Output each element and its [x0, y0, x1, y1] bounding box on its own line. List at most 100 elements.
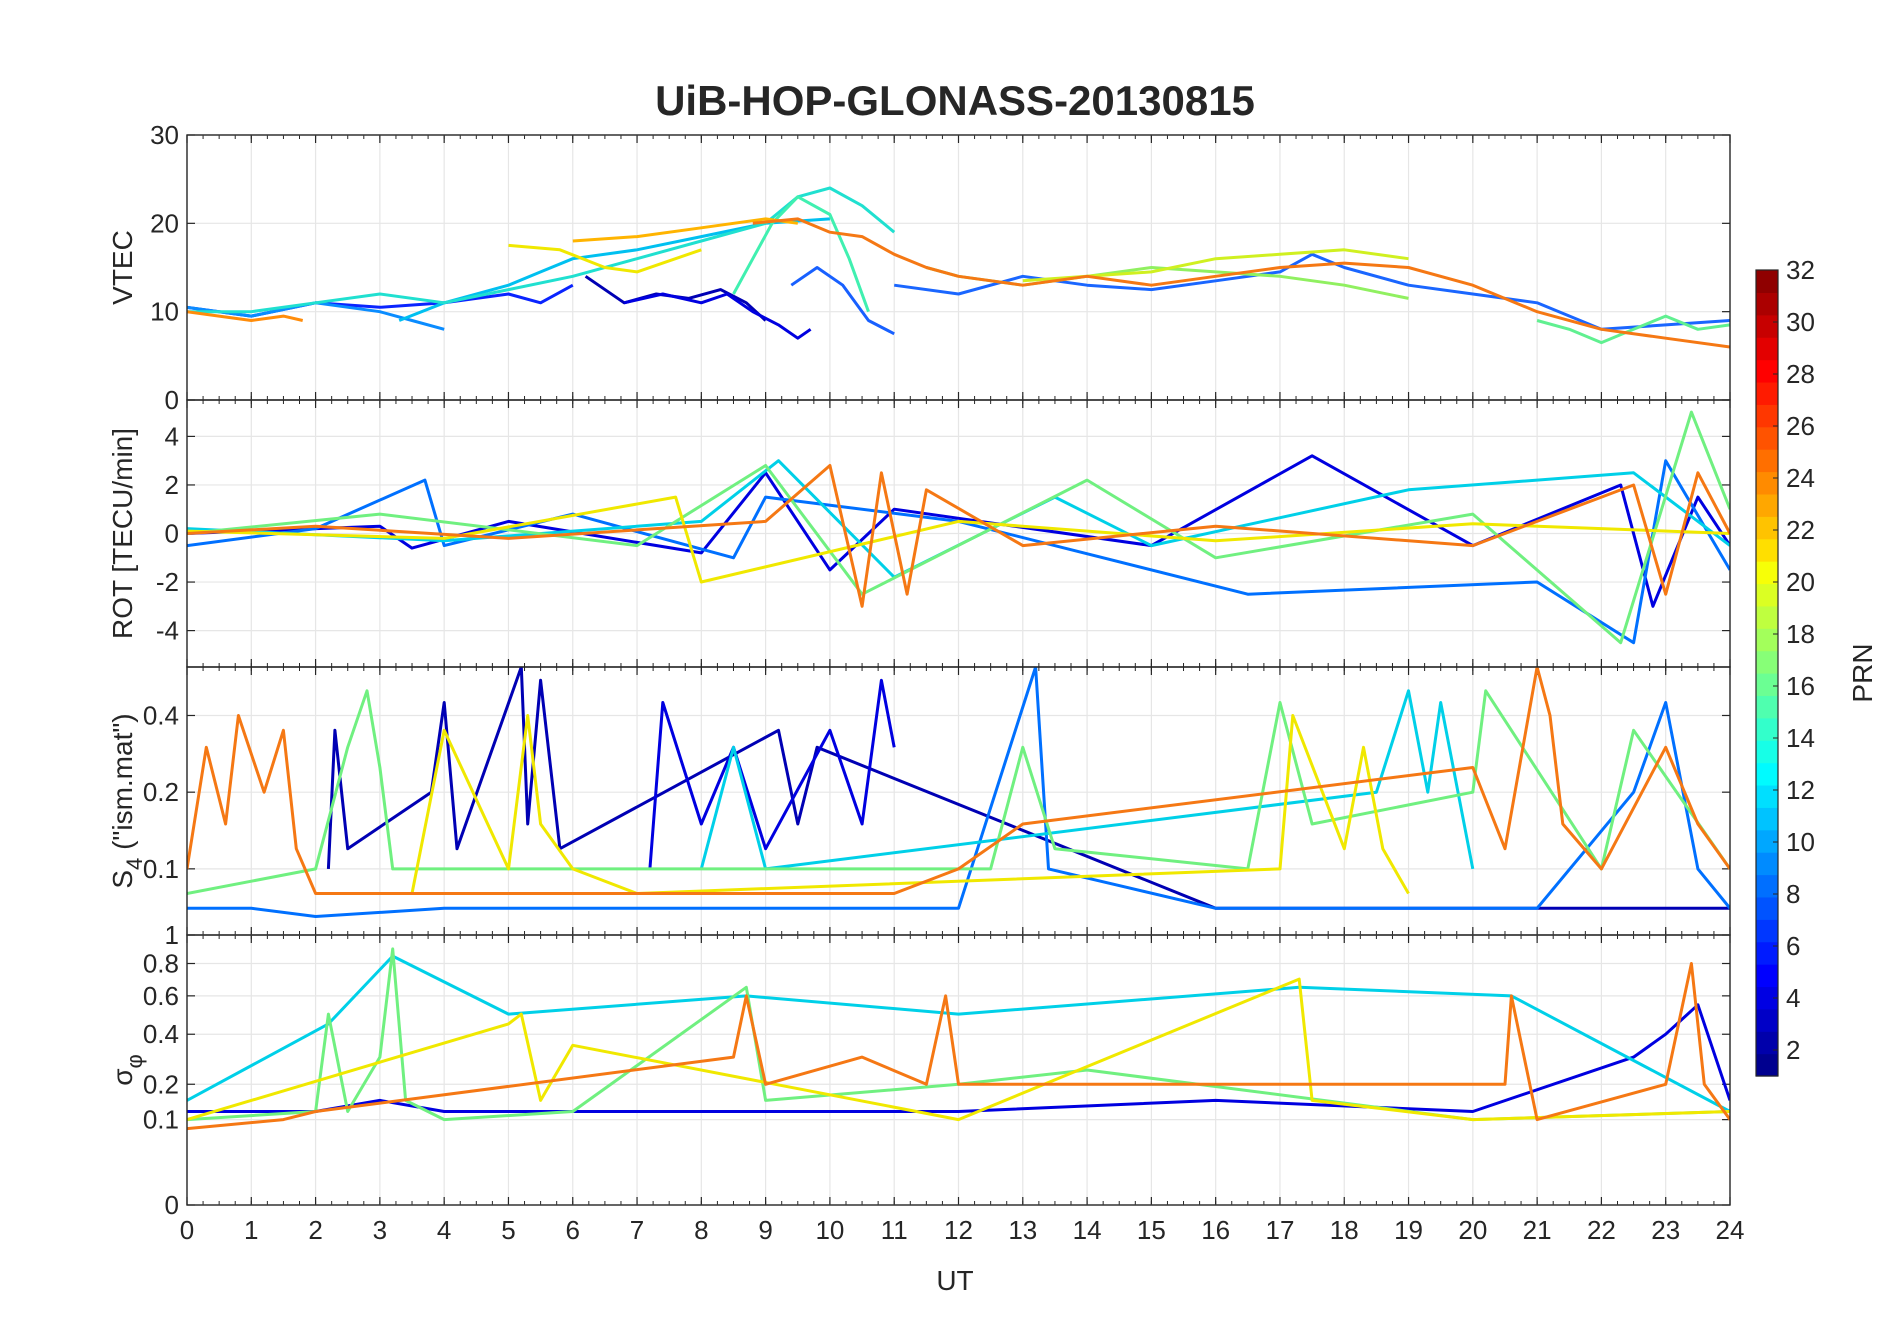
y-axis-label: σφ — [107, 1054, 147, 1086]
x-tick-label: 0 — [180, 1215, 194, 1245]
colorbar-segment — [1756, 292, 1778, 316]
series-line-prn-20 — [187, 495, 1730, 584]
series-line-prn-8 — [187, 667, 1730, 918]
colorbar-segment — [1756, 874, 1778, 898]
colorbar-segment — [1756, 538, 1778, 562]
colorbar-segment — [1756, 628, 1778, 652]
colorbar-tick-label: 18 — [1786, 619, 1815, 649]
x-tick-label: 13 — [1008, 1215, 1037, 1245]
series-group — [187, 667, 1730, 918]
series-line-prn-16 — [187, 947, 1730, 1122]
colorbar-segment — [1756, 941, 1778, 965]
series-line-prn-3 — [623, 292, 812, 340]
colorbar-segment — [1756, 1053, 1778, 1077]
panel-s4: 0.1 0.2 0.4S4 ("ism.mat") — [107, 666, 1731, 936]
x-tick-label: 4 — [437, 1215, 451, 1245]
colorbar-segment — [1756, 829, 1778, 853]
x-tick-label: 5 — [501, 1215, 515, 1245]
colorbar-segment — [1756, 896, 1778, 920]
axes-box — [186, 934, 1731, 1206]
y-tick-label: 0.4 — [143, 700, 179, 730]
colorbar-segment — [1756, 784, 1778, 808]
x-tick-label: 14 — [1073, 1215, 1102, 1245]
colorbar-segment — [1756, 919, 1778, 943]
series-line-prn-16 — [187, 689, 1730, 895]
colorbar-tick-label: 4 — [1786, 983, 1800, 1013]
colorbar-segment — [1756, 426, 1778, 450]
x-tick-label: 18 — [1330, 1215, 1359, 1245]
series-line-prn-20 — [508, 243, 702, 274]
x-tick-label: 10 — [815, 1215, 844, 1245]
series-group — [187, 410, 1730, 645]
series-group — [187, 186, 1730, 349]
colorbar-segment — [1756, 270, 1778, 293]
colorbar-segment — [1756, 337, 1778, 361]
colorbar-tick-label: 6 — [1786, 931, 1800, 961]
y-tick-label: 0 — [165, 1190, 179, 1220]
colorbar-segment — [1756, 695, 1778, 719]
y-tick-label: 1 — [165, 920, 179, 950]
x-tick-label: 9 — [758, 1215, 772, 1245]
x-tick-label: 24 — [1716, 1215, 1745, 1245]
series-line-prn-24 — [187, 962, 1730, 1131]
colorbar-tick-label: 8 — [1786, 879, 1800, 909]
series-line-prn-15 — [1536, 314, 1730, 345]
x-tick-label: 12 — [944, 1215, 973, 1245]
colorbar-tick-label: 20 — [1786, 567, 1815, 597]
colorbar-segment — [1756, 471, 1778, 495]
y-tick-label: 20 — [150, 208, 179, 238]
x-tick-label: 16 — [1201, 1215, 1230, 1245]
series-line-prn-12 — [699, 689, 1475, 871]
colorbar-tick-label: 10 — [1786, 827, 1815, 857]
y-tick-label: 2 — [165, 470, 179, 500]
colorbar-tick-label: 30 — [1786, 307, 1815, 337]
colorbar-segment — [1756, 673, 1778, 696]
y-tick-label: 0 — [165, 519, 179, 549]
y-tick-label: 0.8 — [143, 949, 179, 979]
colorbar-tick-label: 2 — [1786, 1035, 1800, 1065]
series-line-prn-9 — [187, 301, 445, 331]
y-tick-label: 0.2 — [143, 777, 179, 807]
x-tick-label: 17 — [1265, 1215, 1294, 1245]
x-tick-label: 19 — [1394, 1215, 1423, 1245]
x-tick-label: 6 — [566, 1215, 580, 1245]
y-axis-label: ROT [TECU/min] — [107, 428, 138, 639]
x-tick-label: 20 — [1458, 1215, 1487, 1245]
colorbar-segment — [1756, 583, 1778, 607]
y-tick-label: -4 — [156, 616, 179, 646]
colorbar-segment — [1756, 964, 1778, 988]
series-line-prn-24 — [752, 217, 1730, 349]
y-tick-label: 0.6 — [143, 981, 179, 1011]
x-axis-label: UT — [936, 1265, 973, 1296]
series-line-prn-2 — [326, 667, 1730, 910]
colorbar-segment — [1756, 807, 1778, 831]
colorbar-segment — [1756, 516, 1778, 540]
series-line-prn-6 — [790, 266, 895, 336]
colorbar-segment — [1756, 314, 1778, 338]
series-line-prn-3 — [648, 678, 896, 870]
colorbar-tick-label: 22 — [1786, 515, 1815, 545]
x-tick-label: 8 — [694, 1215, 708, 1245]
series-line-prn-23 — [187, 310, 304, 322]
colorbar-segment — [1756, 404, 1778, 428]
colorbar-segment — [1756, 561, 1778, 585]
y-tick-label: 30 — [150, 120, 179, 150]
y-axis-label: S4 ("ism.mat") — [107, 713, 147, 888]
panel-vtec: 0 10 20 30 VTEC — [107, 120, 1731, 415]
x-tick-label: 21 — [1523, 1215, 1552, 1245]
colorbar-segment — [1756, 359, 1778, 383]
colorbar-segment — [1756, 717, 1778, 741]
x-tick-label: 1 — [244, 1215, 258, 1245]
chart-title: UiB-HOP-GLONASS-20130815 — [655, 77, 1255, 124]
panel-sigma_phi: 0 1 2 3 4 5 6 7 8 9 10 11 12 13 14 15 16 17 18 19 20 21 22 23 24… — [107, 920, 1744, 1245]
series-line-prn-24 — [187, 464, 1730, 608]
x-tick-label: 15 — [1137, 1215, 1166, 1245]
colorbar-segment — [1756, 1031, 1778, 1055]
y-tick-label: 0.2 — [143, 1069, 179, 1099]
y-tick-label: -2 — [156, 567, 179, 597]
series-line-prn-14 — [732, 195, 870, 313]
colorbar-segment — [1756, 381, 1778, 405]
series-line-prn-24 — [187, 667, 1730, 895]
